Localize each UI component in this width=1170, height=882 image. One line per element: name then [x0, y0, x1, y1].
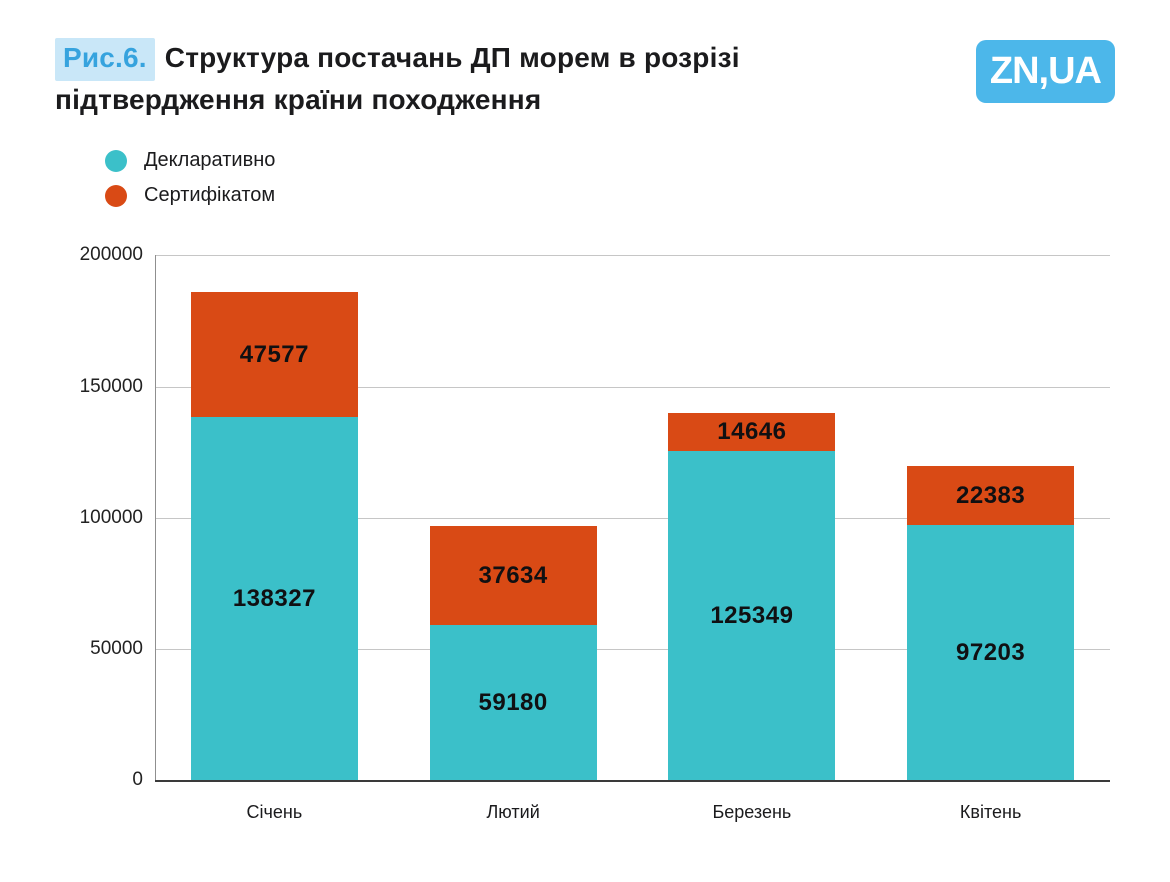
gridline: [155, 255, 1110, 257]
segment-value-label: 59180: [478, 688, 548, 716]
gridline: [155, 517, 1110, 519]
bar-segment-certificate: 47577: [190, 292, 358, 418]
x-axis-tick-label: Січень: [246, 802, 303, 823]
y-axis-tick-label: 0: [132, 769, 143, 791]
bar-segment-declarative: 59180: [429, 624, 597, 781]
x-axis-tick-label: Квітень: [959, 802, 1022, 823]
segment-value-label: 47577: [239, 340, 309, 368]
bar-segment-declarative: 125349: [668, 451, 836, 781]
x-axis-tick-label: Березень: [712, 802, 792, 823]
gridline: [155, 386, 1110, 388]
segment-value-label: 138327: [232, 584, 316, 612]
bar-segment-certificate: 14646: [668, 412, 836, 452]
stacked-bar-chart: 138327 47577 59180 37634 125349 14646 97203 223…: [0, 244, 1170, 862]
y-axis-tick-label: 100000: [79, 506, 143, 528]
segment-value-label: 37634: [478, 561, 548, 589]
plot-area: 138327 47577 59180 37634 125349 14646 97203 223…: [155, 255, 1110, 783]
gridline: [155, 780, 1110, 783]
bar-segment-declarative: 138327: [190, 417, 358, 781]
y-axis-line: [155, 255, 156, 781]
y-axis-tick-label: 50000: [90, 638, 143, 659]
legend-item-declarative: Декларативно: [105, 149, 1170, 172]
x-axis-tick-label: Лютий: [486, 802, 540, 823]
title-text: Структура постачань ДП морем в розрізі п…: [55, 42, 740, 115]
segment-value-label: 14646: [717, 418, 787, 445]
znua-logo: ZN,UA: [975, 40, 1115, 103]
bar-segment-certificate: 22383: [907, 466, 1075, 526]
header: Рис.6. Структура постачань ДП морем в роз…: [0, 0, 1170, 119]
figure-badge: Рис.6.: [55, 38, 155, 81]
legend-dot-declarative: [105, 149, 127, 172]
segment-value-label: 97203: [956, 638, 1026, 666]
y-axis-tick-label: 200000: [79, 244, 143, 266]
legend-label-declarative: Декларативно: [144, 149, 276, 172]
y-axis-tick-label: 150000: [79, 375, 143, 397]
legend-label-certificate: Сертифікатом: [144, 184, 276, 207]
segment-value-label: 125349: [710, 601, 794, 629]
legend-dot-certificate: [105, 184, 127, 207]
legend-item-certificate: Сертифікатом: [105, 184, 1170, 207]
bar-segment-declarative: 97203: [907, 525, 1075, 781]
bar-segment-certificate: 37634: [429, 526, 597, 625]
chart-title: Рис.6. Структура постачань ДП морем в роз…: [55, 38, 885, 119]
gridline: [155, 649, 1110, 650]
segment-value-label: 22383: [956, 481, 1026, 509]
legend: Декларативно Сертифікатом: [105, 149, 1170, 207]
